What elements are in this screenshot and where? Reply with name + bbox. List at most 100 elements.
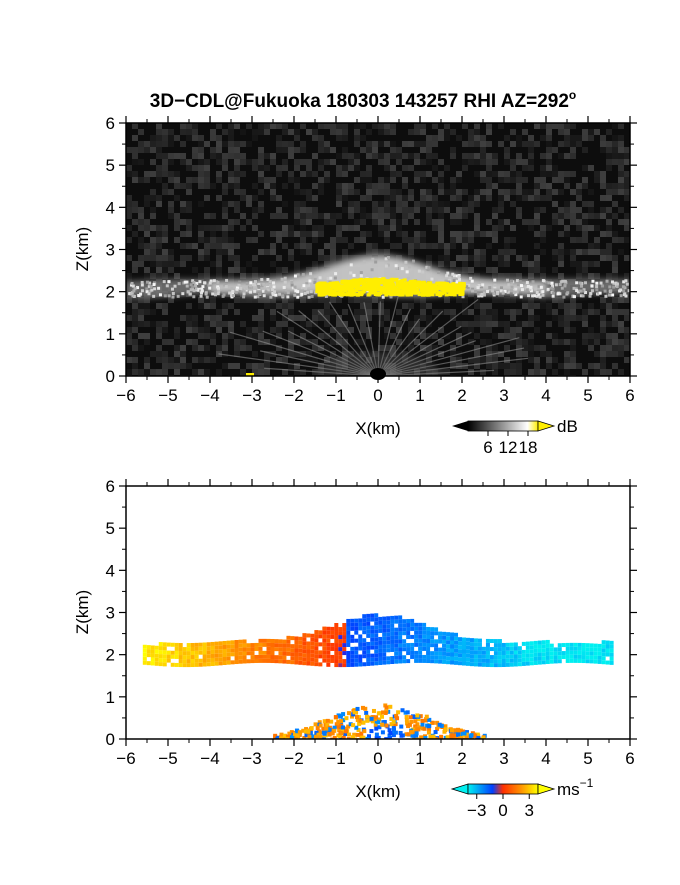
velocity-cell <box>150 649 155 654</box>
velocity-cell <box>513 650 518 655</box>
velocity-cell <box>346 622 351 627</box>
noise-cell <box>384 165 390 171</box>
layer-speckle <box>609 289 613 293</box>
noise-cell <box>438 327 444 333</box>
noise-cell <box>180 345 186 351</box>
noise-cell <box>216 225 222 231</box>
noise-cell <box>258 321 264 327</box>
noise-cell <box>366 303 372 309</box>
velocity-cell <box>322 642 327 647</box>
noise-cell <box>156 201 162 207</box>
velocity-cell <box>442 651 447 656</box>
core-cell <box>419 285 424 289</box>
low-echo-cell <box>292 731 297 736</box>
noise-cell <box>558 207 564 213</box>
noise-cell <box>138 243 144 249</box>
noise-cell <box>360 309 366 315</box>
velocity-cell <box>450 656 455 661</box>
noise-cell <box>282 147 288 153</box>
layer-speckle <box>537 284 541 288</box>
noise-cell <box>600 351 606 357</box>
low-echo-cell <box>393 730 398 735</box>
core-cell <box>411 282 416 286</box>
layer-speckle <box>493 283 497 287</box>
noise-cell <box>258 189 264 195</box>
noise-cell <box>432 207 438 213</box>
velocity-cell <box>370 645 375 650</box>
core-cell <box>458 291 463 295</box>
velocity-cell <box>246 643 251 648</box>
noise-cell <box>186 315 192 321</box>
noise-cell <box>276 165 282 171</box>
layer-speckle <box>533 294 537 298</box>
noise-cell <box>516 351 522 357</box>
velocity-cell <box>350 618 355 623</box>
velocity-cell <box>338 635 343 640</box>
layer-speckle <box>549 286 553 290</box>
velocity-cell <box>238 659 243 664</box>
noise-cell <box>288 141 294 147</box>
core-cell <box>400 293 405 297</box>
noise-cell <box>582 273 588 279</box>
velocity-cell <box>298 648 303 653</box>
noise-cell <box>462 231 468 237</box>
noise-cell <box>174 177 180 183</box>
velocity-cell <box>366 645 371 650</box>
layer-speckle <box>518 280 522 284</box>
velocity-cell <box>210 641 215 646</box>
noise-cell <box>330 129 336 135</box>
velocity-cell <box>402 659 407 664</box>
noise-cell <box>600 327 606 333</box>
noise-cell <box>366 195 372 201</box>
noise-cell <box>462 327 468 333</box>
noise-cell <box>240 339 246 345</box>
noise-cell <box>150 189 156 195</box>
noise-cell <box>156 123 162 129</box>
low-echo-cell <box>418 714 423 719</box>
x-tick-label: 2 <box>457 749 466 768</box>
noise-cell <box>522 141 528 147</box>
velocity-cell <box>410 618 415 623</box>
noise-cell <box>246 273 252 279</box>
noise-cell <box>420 231 426 237</box>
core-cell <box>421 280 426 284</box>
layer-speckle <box>477 283 481 287</box>
noise-cell <box>288 315 294 321</box>
noise-cell <box>192 129 198 135</box>
noise-cell <box>222 183 228 189</box>
noise-cell <box>162 321 168 327</box>
noise-cell <box>600 177 606 183</box>
core-cell <box>351 285 356 289</box>
noise-cell <box>378 219 384 225</box>
noise-cell <box>438 261 444 267</box>
noise-cell <box>144 363 150 369</box>
core-cell <box>393 278 398 282</box>
layer-speckle <box>333 276 337 280</box>
velocity-cell <box>465 645 470 650</box>
noise-cell <box>474 255 480 261</box>
noise-cell <box>294 363 300 369</box>
noise-cell <box>138 315 144 321</box>
noise-cell <box>492 237 498 243</box>
low-echo-cell <box>306 729 311 734</box>
low-echo-cell <box>321 737 326 739</box>
noise-cell <box>276 255 282 261</box>
noise-cell <box>342 135 348 141</box>
velocity-cell <box>426 643 431 648</box>
velocity-cell <box>434 643 439 648</box>
noise-cell <box>150 237 156 243</box>
low-echo-cell <box>462 731 467 736</box>
noise-cell <box>546 165 552 171</box>
noise-cell <box>414 219 420 225</box>
noise-cell <box>552 357 558 363</box>
velocity-cell <box>286 659 291 664</box>
noise-cell <box>384 153 390 159</box>
velocity-cell <box>394 619 399 624</box>
noise-cell <box>480 321 486 327</box>
noise-cell <box>318 147 324 153</box>
layer-speckle <box>170 287 174 291</box>
core-cell <box>330 282 335 286</box>
layer-speckle <box>308 279 312 283</box>
layer-speckle <box>302 284 306 288</box>
layer-speckle <box>228 291 232 295</box>
